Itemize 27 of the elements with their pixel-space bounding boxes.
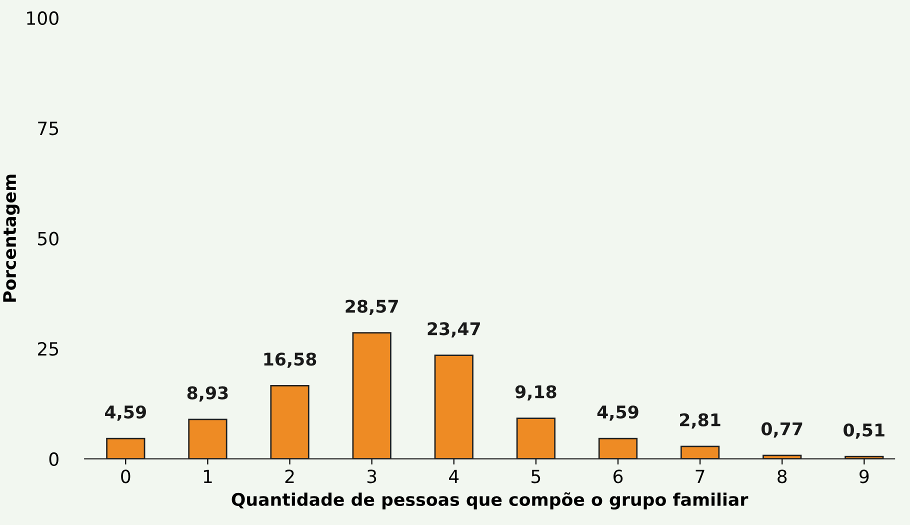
x-tick-label: 5 [532, 470, 540, 484]
data-label: 23,47 [428, 322, 480, 338]
data-label: 0,51 [844, 423, 884, 439]
y-axis-title: Porcentagem [3, 174, 20, 302]
x-tick-label: 0 [121, 470, 130, 484]
x-axis-title: Quantidade de pessoas que compõe o grupo familiar [232, 492, 748, 510]
data-label: 8,93 [187, 386, 228, 402]
x-tick-label: 7 [696, 470, 704, 483]
data-label: 28,57 [346, 300, 398, 316]
x-tick-label: 8 [778, 470, 787, 484]
x-tick-label: 9 [860, 470, 869, 484]
data-label: 9,18 [515, 385, 556, 401]
x-tick-label: 3 [367, 470, 376, 484]
y-tick-label: 100 [27, 11, 58, 25]
x-tick-label: 1 [204, 470, 212, 483]
x-tick-label: 4 [449, 470, 459, 483]
data-label: 4,59 [597, 405, 638, 421]
x-tick-label: 2 [285, 470, 294, 483]
data-label: 16,58 [264, 352, 316, 368]
y-tick-label: 50 [38, 232, 58, 246]
y-tick-label: 0 [49, 452, 58, 466]
y-tick-label: 25 [38, 342, 58, 356]
y-tick-label: 75 [38, 122, 58, 136]
data-label: 2,81 [680, 413, 720, 429]
data-label: 0,77 [762, 422, 802, 438]
data-label: 4,59 [105, 405, 146, 421]
x-tick-label: 6 [614, 470, 623, 484]
